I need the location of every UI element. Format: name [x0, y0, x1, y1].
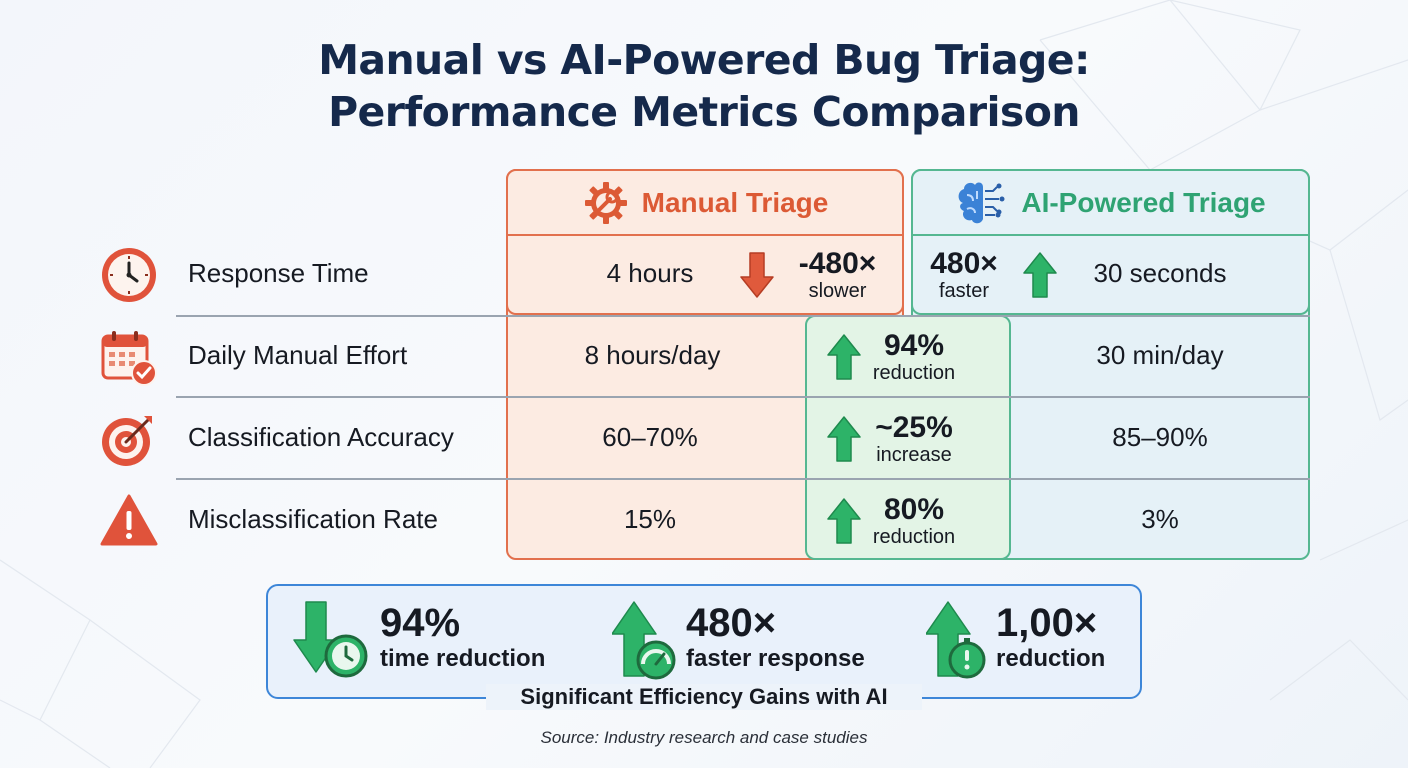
- summary-value-faster-response: 480×: [686, 601, 777, 645]
- manual-value-misclassification: 15%: [623, 504, 677, 534]
- source-note: Source: Industry research and case studi…: [540, 728, 868, 747]
- header-divider-ai: [913, 234, 1308, 236]
- up-arrow-stopwatch-icon: [926, 601, 986, 679]
- delta-value: 80%: [883, 493, 945, 526]
- header-divider-manual: [508, 234, 902, 236]
- manual-value-accuracy: 60–70%: [602, 422, 698, 452]
- ai-value-accuracy: 85–90%: [1112, 422, 1208, 452]
- summary-panel: 94% time reduction 480× faster response …: [266, 584, 1142, 699]
- summary-item-faster-response: 480× faster response: [612, 598, 892, 680]
- summary-item-time-reduction: 94% time reduction: [292, 598, 572, 678]
- manual-delta-value: -480×: [798, 247, 877, 280]
- ai-brain-icon: [958, 182, 1005, 224]
- manual-triage-header: Manual Triage: [508, 172, 902, 234]
- gear-wrench-icon: [584, 182, 627, 224]
- ai-delta-label: faster: [938, 280, 990, 302]
- summary-value-reduction: 1,00×: [996, 601, 1098, 645]
- row-divider-3: [176, 478, 1310, 480]
- page-title: Manual vs AI-Powered Bug Triage: Perform…: [0, 34, 1408, 138]
- manual-value-daily-effort: 8 hours/day: [584, 340, 721, 370]
- ai-value-misclassification: 3%: [1141, 504, 1179, 534]
- summary-caption: Significant Efficiency Gains with AI: [486, 684, 922, 710]
- delta-accuracy: ~25% increase: [860, 411, 968, 467]
- calendar-check-icon: [101, 331, 157, 386]
- ai-value-daily-effort: 30 min/day: [1096, 340, 1224, 370]
- title-line-2: Performance Metrics Comparison: [328, 88, 1080, 136]
- metric-label-accuracy: Classification Accuracy: [188, 422, 454, 452]
- title-line-1: Manual vs AI-Powered Bug Triage:: [318, 36, 1090, 84]
- delta-daily-effort: 94% reduction: [860, 329, 968, 385]
- ai-delta-response-time: 480× faster: [916, 247, 1012, 303]
- up-arrow-gauge-icon: [612, 601, 676, 680]
- row-divider-2: [176, 396, 1310, 398]
- delta-value: ~25%: [875, 411, 953, 444]
- summary-value-time-reduction: 94%: [380, 601, 461, 645]
- row-divider-1: [176, 315, 1310, 317]
- delta-label: reduction: [872, 526, 956, 548]
- manual-response-highlight: [506, 169, 904, 315]
- down-arrow-icon: [740, 252, 774, 298]
- target-icon: [102, 416, 152, 466]
- ai-delta-value: 480×: [930, 247, 998, 280]
- up-arrow-icon: [827, 498, 861, 544]
- metric-label-response-time: Response Time: [188, 258, 369, 288]
- ai-value-response-time: 30 seconds: [1093, 258, 1227, 288]
- summary-label-reduction: reduction: [996, 645, 1106, 672]
- summary-label-faster-response: faster response: [686, 645, 865, 672]
- up-arrow-icon: [1023, 252, 1057, 298]
- delta-label: increase: [876, 444, 952, 466]
- summary-item-reduction: 1,00× reduction: [926, 598, 1136, 679]
- ai-triage-title: AI-Powered Triage: [1021, 187, 1266, 218]
- delta-label: reduction: [872, 362, 956, 384]
- metric-label-daily-effort: Daily Manual Effort: [188, 340, 408, 370]
- up-arrow-icon: [827, 416, 861, 462]
- manual-triage-title: Manual Triage: [641, 187, 829, 218]
- down-arrow-clock-icon: [293, 601, 368, 678]
- warning-icon: [100, 494, 158, 546]
- manual-value-response-time: 4 hours: [606, 258, 694, 288]
- summary-label-time-reduction: time reduction: [380, 645, 546, 672]
- delta-misclassification: 80% reduction: [860, 493, 968, 549]
- up-arrow-icon: [827, 334, 861, 380]
- metric-label-misclassification: Misclassification Rate: [188, 504, 438, 534]
- clock-icon: [102, 248, 156, 302]
- delta-value: 94%: [883, 329, 945, 362]
- manual-delta-label: slower: [808, 280, 867, 302]
- ai-triage-header: AI-Powered Triage: [913, 172, 1308, 234]
- manual-delta-response-time: -480× slower: [780, 247, 895, 303]
